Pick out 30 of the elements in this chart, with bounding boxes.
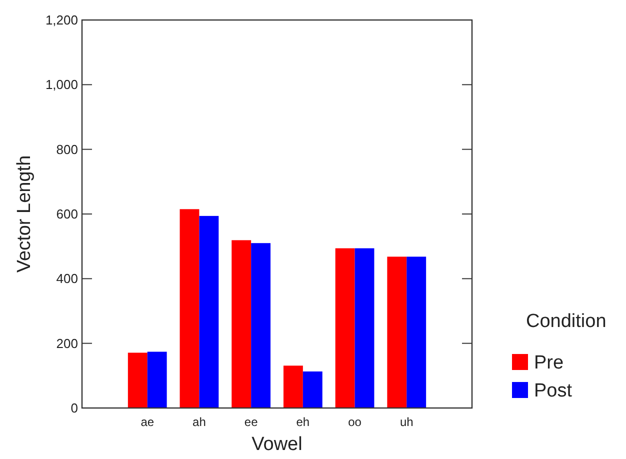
bar — [335, 248, 355, 408]
legend-label: Pre — [534, 352, 564, 374]
bar — [128, 352, 148, 408]
bar — [283, 366, 303, 408]
x-tick-label: ee — [244, 415, 258, 429]
y-tick-label: 1,000 — [45, 77, 78, 92]
bar — [199, 216, 219, 408]
y-tick-label: 400 — [56, 271, 78, 286]
bar — [147, 352, 167, 408]
y-tick-label: 200 — [56, 336, 78, 351]
x-axis-title: Vowel — [252, 434, 302, 455]
bar — [302, 371, 322, 408]
bar — [387, 256, 407, 408]
bar — [406, 256, 426, 408]
y-tick-label: 800 — [56, 142, 78, 157]
x-tick-label: ah — [192, 415, 206, 429]
y-tick-label: 600 — [56, 206, 78, 222]
y-tick-label: 0 — [70, 400, 78, 416]
y-tick-label: 1,200 — [45, 12, 78, 28]
x-tick-label: uh — [400, 415, 414, 429]
bar — [232, 240, 252, 408]
bar — [251, 243, 271, 408]
legend-label: Post — [534, 380, 573, 402]
y-axis-title: Vector Length — [14, 155, 35, 273]
x-tick-label: ae — [140, 415, 154, 429]
x-tick-label: eh — [296, 415, 310, 429]
legend-title: Condition — [526, 311, 606, 332]
bar — [180, 209, 200, 408]
x-tick-label: oo — [348, 415, 362, 429]
bar — [354, 248, 374, 408]
